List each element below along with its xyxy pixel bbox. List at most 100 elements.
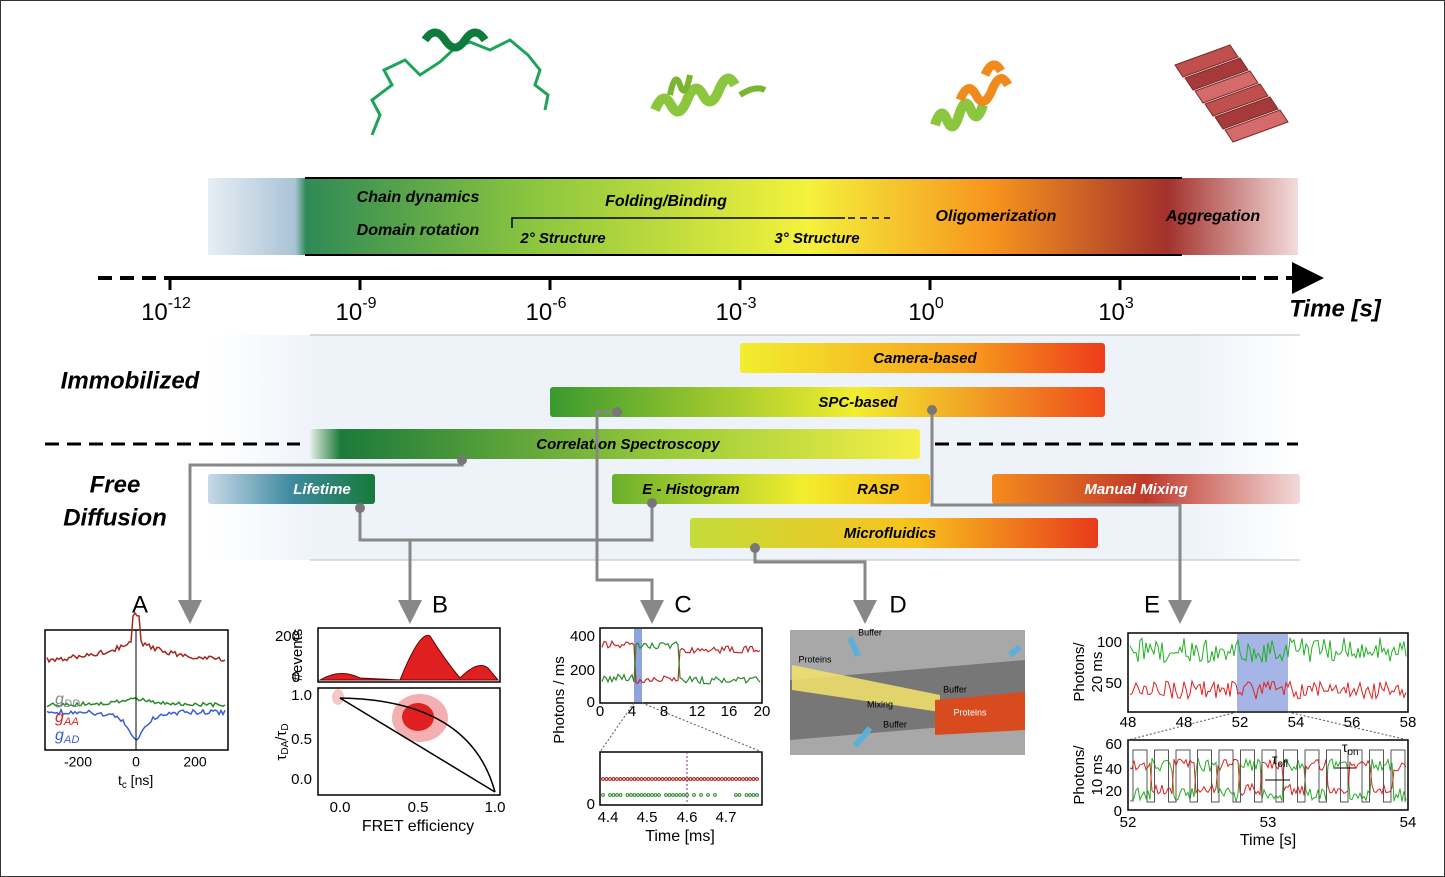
tick-label: 0 (587, 796, 595, 813)
text-main: g (55, 691, 64, 708)
photon (646, 777, 651, 781)
text-main: t (118, 772, 122, 788)
photon (611, 777, 616, 781)
photon (611, 793, 616, 797)
legend-entry: gAD (55, 727, 79, 746)
tick-exp: 3 (1125, 295, 1134, 312)
text-sub: DA (280, 740, 291, 754)
tick-label: 200 (275, 628, 300, 645)
method-bar (208, 474, 375, 504)
tick-exp: 0 (935, 295, 944, 312)
protein-sketch (1204, 83, 1269, 117)
highlight (1237, 634, 1288, 711)
photon (702, 777, 707, 781)
method-bar (550, 387, 1105, 417)
tick-label: 56 (1344, 714, 1361, 731)
photon (643, 793, 647, 797)
photon (671, 777, 675, 781)
device-label: Buffer (858, 627, 882, 637)
photon (681, 777, 686, 781)
tick-label: 0 (596, 703, 604, 720)
photon (636, 793, 640, 797)
tick-label: 50 (1105, 675, 1122, 692)
photon (678, 793, 682, 797)
axis-title: τDA/τD (273, 723, 291, 760)
photon (639, 777, 644, 781)
photon (681, 793, 686, 797)
arrow-decor (847, 636, 1022, 748)
plot-frame (1127, 632, 1409, 713)
text-sub: AD (63, 734, 80, 746)
label: Oligomerization (936, 208, 1057, 225)
device-label: Buffer (883, 719, 907, 729)
tick-label: 0 (292, 669, 300, 686)
timescale-band (208, 178, 1298, 255)
tick-label: 0.5 (291, 731, 312, 748)
trace (601, 639, 761, 684)
tick-base: 10 (1098, 299, 1125, 326)
axis-tick-label: 103 (1098, 295, 1134, 326)
channel-flow (935, 692, 1025, 735)
method-label: SPC-based (818, 394, 898, 411)
tick-base: 10 (908, 299, 935, 326)
text-sub: AA (63, 716, 79, 728)
axis-tick-label: 10-9 (336, 295, 377, 326)
zoom-line (1287, 711, 1409, 741)
method-bar (612, 474, 930, 504)
plot-frame (1127, 739, 1409, 811)
tick-label: 100 (1097, 634, 1122, 651)
tick-label: 0 (1114, 803, 1122, 820)
photon (632, 777, 637, 781)
tick-label: 0.0 (291, 771, 312, 788)
label: Folding/Binding (605, 193, 727, 210)
photon (629, 793, 633, 797)
regime-label: Diffusion (63, 504, 167, 531)
zoom-line (1127, 711, 1238, 741)
photon (713, 793, 717, 797)
photon (625, 777, 630, 781)
photon (751, 793, 756, 797)
tick-label: 0.5 (408, 799, 429, 816)
tick-exp: -6 (552, 295, 566, 312)
tick-label: 48 (1120, 714, 1137, 731)
photon (646, 793, 651, 797)
tick-base: 10 (336, 299, 363, 326)
label: 3° Structure (774, 230, 859, 247)
tick-base: 10 (141, 299, 168, 326)
photon (751, 777, 756, 781)
tick-label: 400 (570, 628, 595, 645)
method-label: Microfluidics (844, 525, 937, 542)
annotation: τon (1342, 739, 1358, 758)
photon (692, 793, 696, 797)
label: 2° Structure (519, 230, 605, 247)
axis-title: Time [ms] (645, 828, 715, 845)
photon (744, 793, 749, 797)
photon (632, 793, 637, 797)
tick-label: 4.5 (637, 809, 658, 826)
tick-label: 52 (1120, 814, 1137, 831)
label: Chain dynamics (357, 189, 480, 206)
protein-sketch (1174, 44, 1239, 78)
photon (643, 777, 647, 781)
panel-label: A (132, 591, 148, 618)
photon (699, 793, 703, 797)
tick-label: 54 (1400, 814, 1417, 831)
photon (618, 777, 623, 781)
method-bar (310, 429, 920, 459)
dynamic-line (339, 697, 496, 793)
tick-label: 20 (754, 703, 771, 720)
zoom-line (599, 702, 635, 753)
photon (601, 777, 605, 781)
photon (618, 793, 623, 797)
photon (755, 793, 759, 797)
photon (727, 777, 731, 781)
axis-tick-label: 10-3 (716, 295, 757, 326)
photon (657, 777, 661, 781)
density-blob (332, 689, 344, 705)
protein-sketch (930, 98, 988, 132)
photon (730, 777, 735, 781)
tick-label: 8 (660, 703, 668, 720)
text-sub: off (1278, 759, 1289, 770)
trace (1129, 636, 1407, 664)
protein-sketch (1184, 57, 1249, 91)
